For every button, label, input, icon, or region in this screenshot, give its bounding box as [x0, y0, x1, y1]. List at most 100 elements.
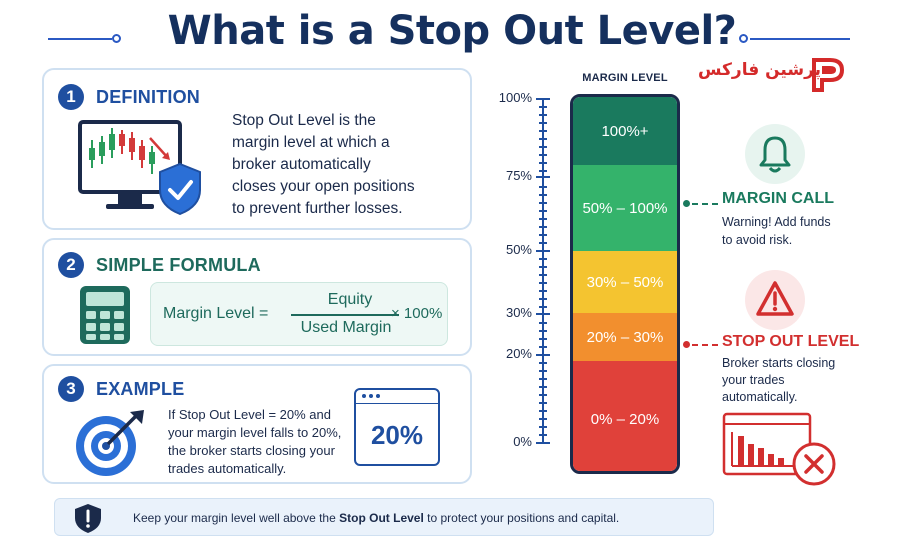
gauge-title: MARGIN LEVEL — [582, 72, 668, 84]
gauge-minor-tick — [539, 218, 547, 220]
step-number-1: 1 — [58, 84, 84, 110]
definition-line: broker automatically — [232, 156, 371, 173]
gauge-segment-label: 30% – 50% — [586, 273, 664, 291]
definition-card: 1 DEFINITION Stop Out Level is the margi… — [42, 68, 472, 230]
example-line: your margin level falls to 20%, — [168, 425, 342, 440]
gauge-segment-label: 100%+ — [601, 122, 649, 140]
gauge-tick-label: 20% — [505, 346, 532, 361]
margin-call-connector — [692, 203, 718, 205]
example-text: If Stop Out Level = 20% and your margin … — [168, 406, 358, 478]
calculator-icon — [80, 286, 130, 344]
stop-out-dot — [683, 341, 690, 348]
gauge-minor-tick — [539, 130, 547, 132]
gauge-tick-label: 75% — [505, 168, 532, 183]
gauge-minor-tick — [539, 186, 547, 188]
gauge-segment-label: 0% – 20% — [590, 410, 660, 428]
stop-out-connector — [692, 344, 718, 346]
gauge-minor-tick — [539, 106, 547, 108]
page-title: What is a Stop Out Level? — [167, 8, 737, 54]
step-number-3: 3 — [58, 376, 84, 402]
footer-text: Keep your margin level well above the St… — [133, 511, 619, 525]
gauge-minor-tick — [539, 194, 547, 196]
gauge-minor-tick — [539, 386, 547, 388]
gauge-axis — [542, 98, 544, 442]
definition-text: Stop Out Level is the margin level at wh… — [232, 110, 462, 220]
gauge-minor-tick — [539, 298, 547, 300]
gauge-minor-tick — [539, 322, 547, 324]
gauge-minor-tick — [539, 410, 547, 412]
gauge-tick-label: 50% — [505, 242, 532, 257]
formula-card: 2 SIMPLE FORMULA Margin Level = Equity U… — [42, 238, 472, 356]
shield-exclamation-icon — [75, 504, 101, 533]
gauge-minor-tick — [539, 122, 547, 124]
stop-out-line: your trades — [722, 373, 785, 387]
example-line: If Stop Out Level = 20% and — [168, 407, 331, 422]
formula-title: SIMPLE FORMULA — [96, 255, 261, 275]
margin-call-line: to avoid risk. — [722, 233, 793, 247]
gauge-minor-tick — [539, 234, 547, 236]
gauge-segment-label: 50% – 100% — [582, 199, 668, 217]
gauge-minor-tick — [539, 242, 547, 244]
stop-out-line: Broker starts closing — [722, 356, 836, 370]
gauge-minor-tick — [539, 306, 547, 308]
formula-fraction-bar — [291, 314, 399, 316]
margin-call-title: MARGIN CALL — [722, 190, 834, 207]
footer-text-start: Keep your margin level well above the — [133, 511, 340, 525]
gauge-major-tick — [536, 313, 550, 315]
gauge-minor-tick — [539, 362, 547, 364]
gauge-major-tick — [536, 250, 550, 252]
formula-numerator: Equity — [327, 291, 373, 308]
gauge-minor-tick — [539, 138, 547, 140]
bell-icon-background — [745, 124, 805, 184]
example-value-window: 20% — [354, 388, 440, 466]
definition-line: to prevent further losses. — [232, 200, 403, 217]
window-dot — [362, 394, 366, 398]
gauge-minor-tick — [539, 258, 547, 260]
formula-multiplier: × 100% — [391, 305, 443, 322]
definition-line: Stop Out Level is the — [232, 112, 376, 129]
warning-triangle-icon — [756, 281, 794, 316]
title-bar: What is a Stop Out Level? — [0, 6, 904, 62]
bell-icon — [759, 136, 791, 173]
formula-box: Margin Level = Equity Used Margin × 100% — [150, 282, 448, 346]
gauge-minor-tick — [539, 282, 547, 284]
gauge-minor-tick — [539, 266, 547, 268]
gauge-minor-tick — [539, 210, 547, 212]
gauge-minor-tick — [539, 202, 547, 204]
gauge-segment-20-30: 20% – 30% — [573, 313, 677, 361]
gauge-minor-tick — [539, 146, 547, 148]
gauge-minor-tick — [539, 434, 547, 436]
logo-text: پرشین فارکس — [698, 60, 822, 80]
gauge-minor-tick — [539, 378, 547, 380]
footer-text-end: to protect your positions and capital. — [423, 511, 620, 525]
formula-label: Margin Level = — [163, 305, 269, 322]
gauge-segment-0-20: 0% – 20% — [573, 361, 677, 471]
gauge-minor-tick — [539, 370, 547, 372]
gauge-minor-tick — [539, 338, 547, 340]
footer-tip: Keep your margin level well above the St… — [54, 498, 714, 536]
example-value: 20% — [370, 420, 424, 450]
gauge-tick-label: 0% — [513, 434, 532, 449]
example-card: 3 EXAMPLE If Stop Out Level = 20% and yo… — [42, 364, 472, 484]
gauge-segment-100-plus: 100%+ — [573, 97, 677, 165]
example-title: EXAMPLE — [96, 379, 185, 399]
title-right-dot — [739, 34, 748, 43]
target-arrow-icon — [76, 410, 144, 476]
definition-line: margin level at which a — [232, 134, 390, 151]
gauge-minor-tick — [539, 226, 547, 228]
formula-denominator: Used Margin — [300, 319, 392, 336]
gauge-minor-tick — [539, 418, 547, 420]
step-number-2: 2 — [58, 252, 84, 278]
gauge-minor-tick — [539, 290, 547, 292]
example-line: trades automatically. — [168, 461, 287, 476]
gauge-segment-30-50: 30% – 50% — [573, 251, 677, 313]
gauge-minor-tick — [539, 154, 547, 156]
gauge-segment-label: 20% – 30% — [586, 328, 664, 346]
example-line: the broker starts closing your — [168, 443, 335, 458]
gauge-major-tick — [536, 442, 550, 444]
gauge-minor-tick — [539, 402, 547, 404]
stop-out-title: STOP OUT LEVEL — [722, 333, 860, 350]
gauge-minor-tick — [539, 394, 547, 396]
monitor-chart-shield-icon — [78, 120, 201, 216]
gauge-major-tick — [536, 98, 550, 100]
